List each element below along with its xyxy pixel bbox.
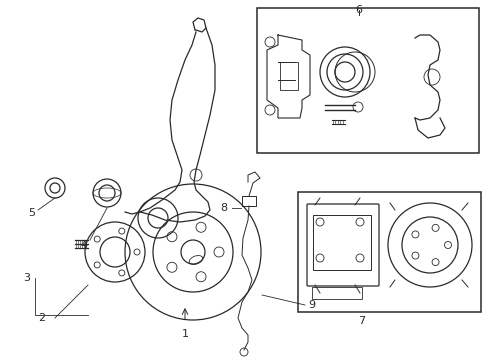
Text: 8: 8 xyxy=(220,203,227,213)
Text: 2: 2 xyxy=(39,313,45,323)
Text: 6: 6 xyxy=(355,5,362,15)
Text: 3: 3 xyxy=(23,273,30,283)
Text: 5: 5 xyxy=(28,208,36,218)
Bar xyxy=(297,192,480,312)
Text: 9: 9 xyxy=(308,300,315,310)
Bar xyxy=(311,287,361,299)
Bar xyxy=(257,8,478,153)
Bar xyxy=(242,196,256,206)
Text: 1: 1 xyxy=(181,329,188,339)
Text: 7: 7 xyxy=(358,316,365,326)
Text: 4: 4 xyxy=(80,240,87,250)
Bar xyxy=(280,62,297,90)
Bar xyxy=(312,215,370,270)
